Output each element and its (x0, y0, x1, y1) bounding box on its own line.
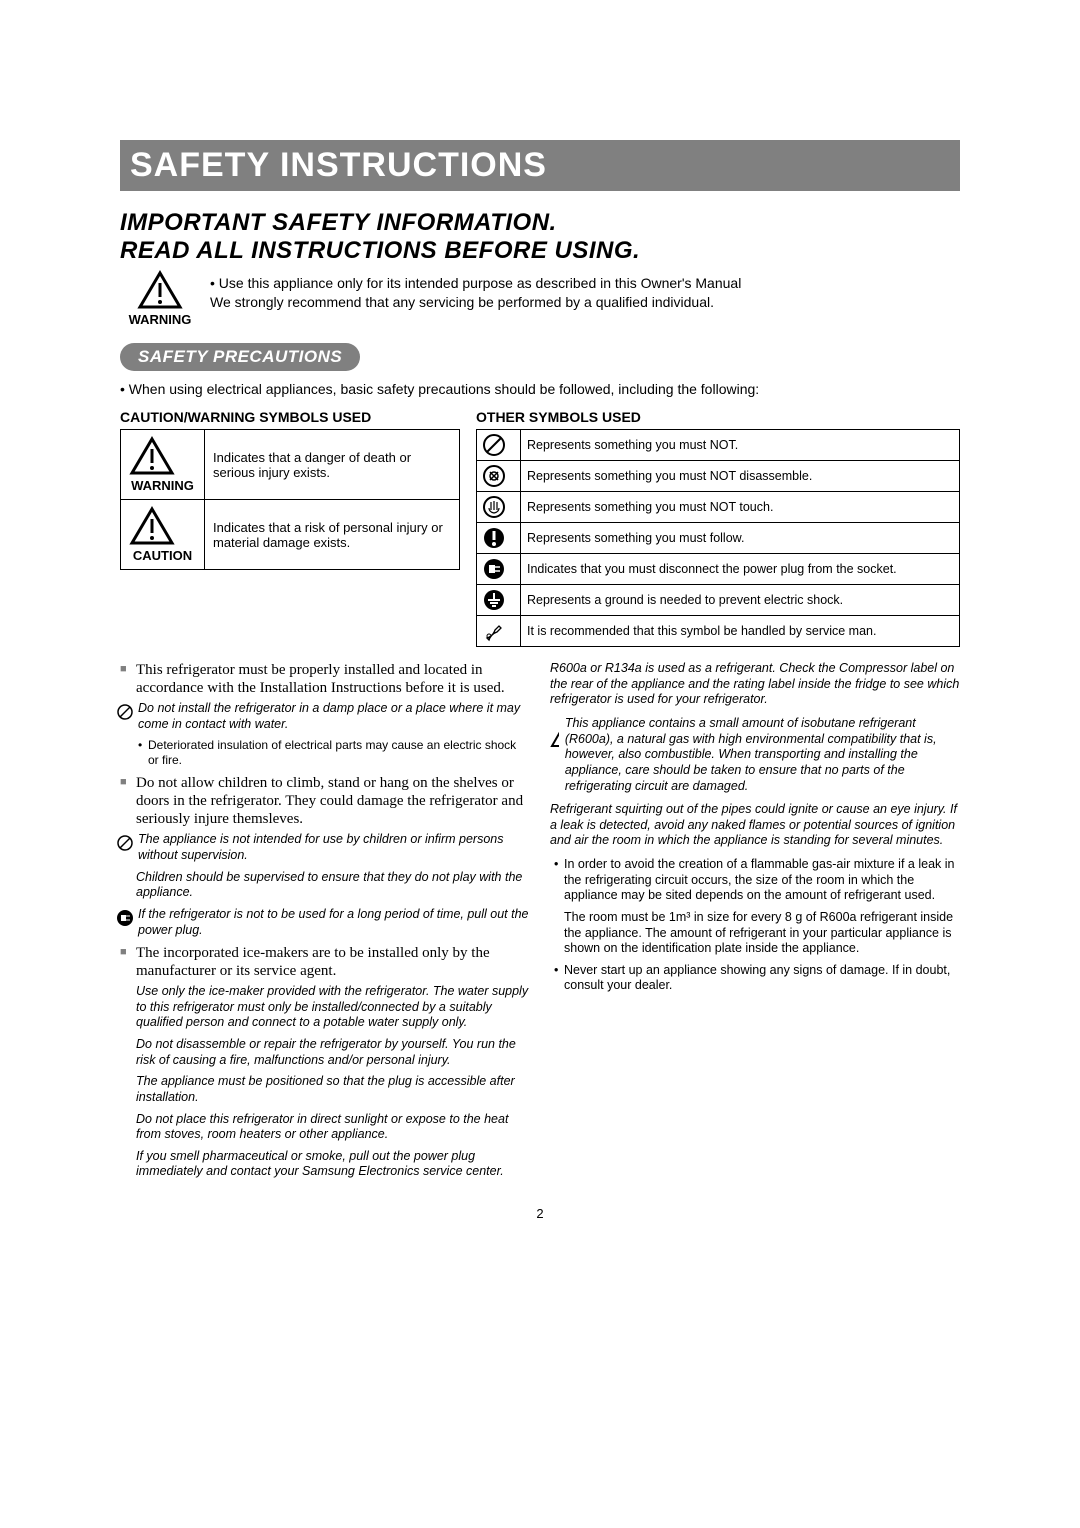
other-symbols-table: Represents something you must NOT. Repre… (476, 429, 960, 647)
right-bullet: In order to avoid the creation of a flam… (564, 857, 960, 904)
other-sym-text: It is recommended that this symbol be ha… (521, 616, 960, 647)
symbol-tables-row: CAUTION/WARNING SYMBOLS USED WARNING Ind… (120, 409, 960, 647)
table-row: CAUTION Indicates that a risk of persona… (121, 500, 460, 570)
italic-note: If the refrigerator is not to be used fo… (136, 907, 530, 938)
table-row: WARNING Indicates that a danger of death… (121, 430, 460, 500)
left-table-header: CAUTION/WARNING SYMBOLS USED (120, 409, 460, 425)
unplug-icon (477, 554, 521, 585)
note-with-icon: The appliance is not intended for use by… (120, 832, 530, 863)
safety-precautions-pill: SAFETY PRECAUTIONS (120, 343, 360, 371)
no-disassemble-icon (477, 461, 521, 492)
flame-warning-block: This appliance contains a small amount o… (550, 716, 960, 794)
top-warning-line1: • Use this appliance only for its intend… (210, 274, 741, 293)
right-body-col: R600a or R134a is used as a refrigerant.… (550, 661, 960, 1186)
prohibit-icon (477, 430, 521, 461)
warning-sym-label: WARNING (129, 478, 196, 493)
left-table-col: CAUTION/WARNING SYMBOLS USED WARNING Ind… (120, 409, 460, 570)
unplug-icon (116, 909, 134, 927)
other-sym-text: Represents something you must NOT. (521, 430, 960, 461)
body-para: This refrigerator must be properly insta… (120, 661, 530, 697)
precaution-lead: • When using electrical appliances, basi… (120, 381, 960, 397)
caution-symbol-cell: CAUTION (121, 500, 205, 570)
service-icon (477, 616, 521, 647)
italic-note: The appliance is not intended for use by… (136, 832, 530, 863)
top-warning-text: • Use this appliance only for its intend… (210, 270, 741, 312)
table-row: Indicates that you must disconnect the p… (477, 554, 960, 585)
no-touch-icon (477, 492, 521, 523)
flame-text: This appliance contains a small amount o… (565, 716, 960, 794)
other-sym-text: Represents something you must NOT touch. (521, 492, 960, 523)
italic-note: Use only the ice-maker provided with the… (136, 984, 530, 1031)
flame-triangle-icon (550, 716, 559, 748)
right-table-header: OTHER SYMBOLS USED (476, 409, 960, 425)
caution-sym-label: CAUTION (129, 548, 196, 563)
other-sym-text: Indicates that you must disconnect the p… (521, 554, 960, 585)
caution-warning-table: WARNING Indicates that a danger of death… (120, 429, 460, 570)
right-italic: Refrigerant squirting out of the pipes c… (550, 802, 960, 849)
warning-symbol-cell: WARNING (121, 430, 205, 500)
italic-note: Do not install the refrigerator in a dam… (136, 701, 530, 732)
right-table-col: OTHER SYMBOLS USED Represents something … (476, 409, 960, 647)
table-row: It is recommended that this symbol be ha… (477, 616, 960, 647)
table-row: Represents something you must NOT. (477, 430, 960, 461)
page-number: 2 (120, 1206, 960, 1221)
prohibit-icon (116, 703, 134, 721)
italic-note: If you smell pharmaceutical or smoke, pu… (136, 1149, 530, 1180)
important-line2: READ ALL INSTRUCTIONS BEFORE USING. (120, 237, 960, 265)
top-warning-block: WARNING • Use this appliance only for it… (120, 270, 960, 327)
ground-icon (477, 585, 521, 616)
body-columns: This refrigerator must be properly insta… (120, 661, 960, 1186)
note-with-icon: If the refrigerator is not to be used fo… (120, 907, 530, 938)
other-sym-text: Represents something you must NOT disass… (521, 461, 960, 492)
warning-triangle-icon (129, 436, 175, 476)
warning-icon-block: WARNING (120, 270, 200, 327)
italic-note: Do not disassemble or repair the refrige… (136, 1037, 530, 1068)
italic-note: Do not place this refrigerator in direct… (136, 1112, 530, 1143)
prohibit-icon (116, 834, 134, 852)
section-title-bar: SAFETY INSTRUCTIONS (120, 140, 960, 191)
body-para: Do not allow children to climb, stand or… (120, 774, 530, 828)
top-warning-line2: We strongly recommend that any servicing… (210, 293, 741, 312)
warning-label: WARNING (129, 312, 192, 327)
important-heading: IMPORTANT SAFETY INFORMATION. READ ALL I… (120, 209, 960, 264)
body-para: The incorporated ice-makers are to be in… (120, 944, 530, 980)
warning-sym-text: Indicates that a danger of death or seri… (205, 430, 460, 500)
warning-triangle-icon (137, 270, 183, 310)
sub-bullet: Deteriorated insulation of electrical pa… (148, 738, 530, 768)
table-row: Represents something you must NOT disass… (477, 461, 960, 492)
other-sym-text: Represents a ground is needed to prevent… (521, 585, 960, 616)
right-bullet: Never start up an appliance showing any … (564, 963, 960, 994)
must-follow-icon (477, 523, 521, 554)
caution-triangle-icon (129, 506, 175, 546)
caution-sym-text: Indicates that a risk of personal injury… (205, 500, 460, 570)
italic-note: The appliance must be positioned so that… (136, 1074, 530, 1105)
left-body-col: This refrigerator must be properly insta… (120, 661, 530, 1186)
right-italic: R600a or R134a is used as a refrigerant.… (550, 661, 960, 708)
table-row: Represents something you must NOT touch. (477, 492, 960, 523)
right-bullet-cont: The room must be 1m³ in size for every 8… (564, 910, 960, 957)
italic-note: Children should be supervised to ensure … (136, 870, 530, 901)
important-line1: IMPORTANT SAFETY INFORMATION. (120, 209, 960, 237)
table-row: Represents something you must follow. (477, 523, 960, 554)
table-row: Represents a ground is needed to prevent… (477, 585, 960, 616)
other-sym-text: Represents something you must follow. (521, 523, 960, 554)
note-with-icon: Do not install the refrigerator in a dam… (120, 701, 530, 732)
